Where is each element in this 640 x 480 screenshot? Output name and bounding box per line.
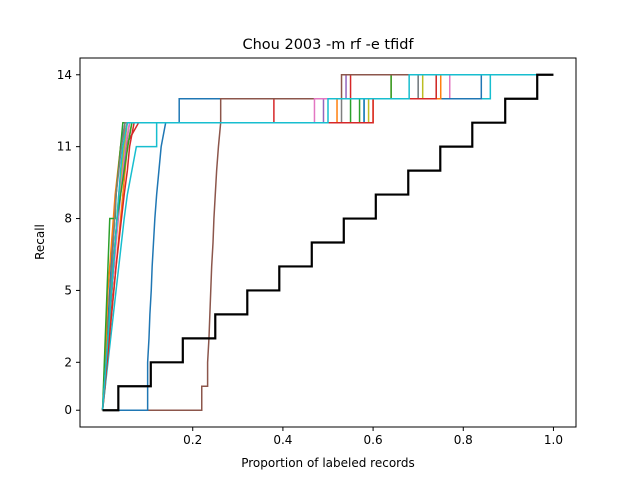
series-line-6 [102,74,540,411]
x-tick-label: 0.2 [183,433,202,447]
y-tick-label: 2 [64,355,72,369]
axes: 0.2 0.4 0.6 0.8 1.0 0 2 5 8 11 14 [57,57,577,447]
x-tick-label: 0.6 [364,433,383,447]
y-tick-label: 5 [64,283,72,297]
x-tick-label: 0.8 [454,433,473,447]
x-axis-label: Proportion of labeled records [241,456,415,470]
series-line-16 [102,73,554,412]
series-line-15 [101,74,540,411]
chart-title: Chou 2003 -m rf -e tfidf [242,37,414,53]
x-tick-label: 0.4 [273,433,292,447]
y-tick-label: 14 [57,68,72,82]
x-tick-label: 1.0 [544,433,563,447]
y-tick-label: 0 [64,403,72,417]
y-axis-label: Recall [33,224,47,260]
y-tick-label: 8 [64,212,72,226]
axes-frame [79,57,577,428]
series-group [101,73,554,412]
y-tick-label: 11 [57,140,72,154]
